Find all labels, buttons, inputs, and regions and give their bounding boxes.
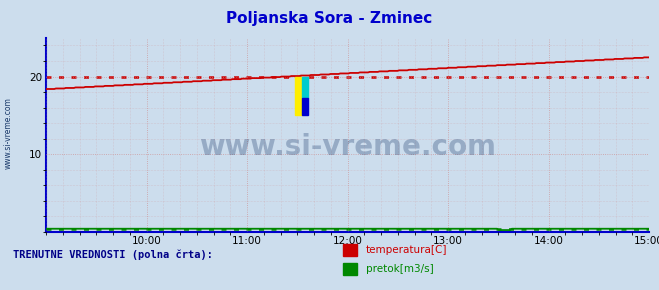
Text: TRENUTNE VREDNOSTI (polna črta):: TRENUTNE VREDNOSTI (polna črta): [13, 250, 213, 260]
Bar [295, 77, 302, 115]
Text: www.si-vreme.com: www.si-vreme.com [199, 133, 496, 160]
Text: Poljanska Sora - Zminec: Poljanska Sora - Zminec [227, 11, 432, 26]
Text: www.si-vreme.com: www.si-vreme.com [3, 97, 13, 169]
Bar [302, 77, 308, 98]
Text: pretok[m3/s]: pretok[m3/s] [366, 264, 434, 274]
Bar [302, 98, 308, 115]
Text: temperatura[C]: temperatura[C] [366, 245, 447, 255]
